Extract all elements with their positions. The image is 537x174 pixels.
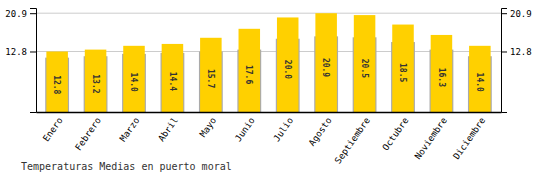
tick-label: Diciembre (451, 116, 487, 162)
bar (431, 35, 453, 112)
tick-mark (501, 13, 507, 14)
data-label: 14.0 (129, 73, 138, 92)
bar (239, 29, 261, 112)
tick-label: Enero (41, 116, 65, 144)
tick: 20.9 (501, 9, 532, 19)
series-0 (45, 36, 492, 112)
bar (277, 17, 299, 112)
plot: 12.8 20.9 12.8 20.9 Enero Febrero Marzo Abril Ma… (5, 9, 531, 166)
tick: Agosto (307, 116, 334, 148)
tick-mark (501, 51, 507, 52)
data-label: 14.0 (475, 73, 484, 92)
data-label: 18.5 (398, 63, 407, 82)
tick-mark (30, 51, 36, 52)
tick: Junio (233, 116, 257, 144)
data-labels: 12.8 13.2 14.0 14.4 15.7 17.6 20.0 20.9 20.5 18.5… (52, 58, 484, 95)
x-axis: Enero Febrero Marzo Abril Mayo Junio Julio Agos… (37, 113, 502, 166)
data-label: 16.3 (437, 68, 446, 87)
tick-label: Mayo (198, 116, 219, 140)
bar (162, 44, 184, 112)
tick: Febrero (73, 116, 103, 153)
y-axis-left: 12.8 20.9 (5, 9, 36, 113)
bar (469, 46, 491, 112)
tick-label: Julio (271, 116, 295, 144)
data-label: 15.7 (206, 69, 215, 88)
bar (392, 25, 414, 112)
tick-label: Noviembre (413, 116, 449, 162)
tick-label: Marzo (118, 116, 142, 144)
tick-label: Agosto (307, 116, 334, 148)
tick-label: 12.8 (510, 47, 532, 57)
tick-label: Abril (156, 116, 180, 144)
axis-line (502, 9, 508, 113)
tick-mark (30, 13, 36, 14)
data-label: 20.5 (360, 59, 369, 78)
tick: Octubre (381, 116, 411, 153)
tick: 20.9 (5, 9, 36, 19)
tick-label: Junio (233, 116, 257, 144)
tick: Abril (156, 116, 180, 144)
tick: Julio (271, 116, 295, 144)
bar (354, 15, 376, 112)
tick: Septiembre (333, 116, 372, 166)
tick-label: 20.9 (510, 9, 532, 19)
grid-line (36, 13, 501, 14)
title: Temperaturas Medias en puerto moral (21, 161, 232, 172)
bar (85, 50, 107, 112)
series-1 (46, 13, 490, 112)
data-label: 20.0 (283, 60, 292, 79)
tick-label: Octubre (381, 116, 411, 153)
bar (46, 51, 68, 112)
chart: 12.8 20.9 12.8 20.9 Enero Febrero Marzo Abril Ma… (0, 0, 537, 174)
axis-line (30, 9, 37, 113)
data-label: 14.4 (168, 72, 177, 91)
bar (200, 38, 222, 112)
tick: 12.8 (501, 47, 532, 57)
tick: Noviembre (413, 116, 449, 162)
tick: Diciembre (451, 116, 487, 162)
tick: Mayo (198, 116, 219, 140)
bars (45, 13, 492, 112)
data-label: 20.9 (321, 58, 330, 77)
bar (123, 46, 145, 112)
tick-label: 20.9 (5, 9, 27, 19)
tick: Marzo (118, 116, 142, 144)
data-label: 17.6 (244, 65, 253, 84)
axis-line (37, 112, 502, 114)
bar (315, 13, 337, 112)
tick-label: Septiembre (333, 116, 372, 166)
data-label: 12.8 (52, 75, 61, 94)
data-label: 13.2 (91, 74, 100, 93)
tick-label: 12.8 (5, 47, 27, 57)
tick-label: Febrero (73, 116, 103, 153)
tick: 12.8 (5, 47, 36, 57)
y-axis-right: 12.8 20.9 (501, 9, 532, 113)
tick: Enero (41, 116, 65, 144)
